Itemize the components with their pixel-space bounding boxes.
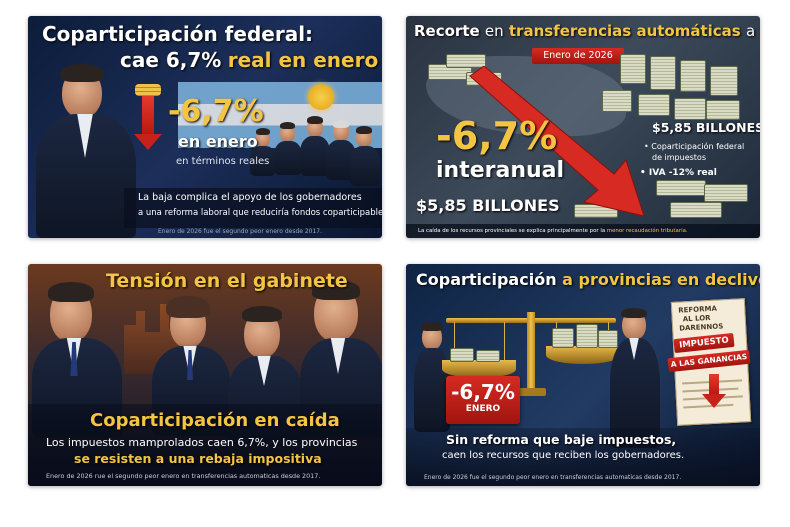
caption-box <box>28 404 382 486</box>
big-percentage: -6,7% <box>451 380 515 404</box>
caption-line2: a una reforma laboral que reduciría fond… <box>138 208 382 218</box>
caption-line1: La baja complica el apoyo de los goberna… <box>138 192 362 203</box>
coin-stack-icon <box>135 84 161 96</box>
body-line2: se resisten a una rebaja impositiva <box>74 451 322 466</box>
infographic-panel-tension-gabinete: Tensión en el gabinete Coparticipación e… <box>28 264 382 486</box>
footnote-bar <box>406 224 760 238</box>
money-stack-icon <box>680 60 706 92</box>
doc-line2: AL LOR <box>682 313 711 324</box>
amount-left: $5,85 BILLONES <box>416 196 560 215</box>
big-percentage-sub2: en términos reales <box>176 156 270 167</box>
body-line1: Sin reforma que baje impuestos, <box>446 432 677 447</box>
money-stack-icon <box>446 54 486 68</box>
footnote-part1: La caída de los recursos provinciales se… <box>418 228 606 234</box>
panel-title: Coparticipación a provincias en declive <box>416 270 760 289</box>
infographic-panel-coparticipacion-declive: Coparticipación a provincias en declive … <box>406 264 760 486</box>
footnote-part2: menor recaudación tributaria. <box>606 228 688 234</box>
body-line1: Los impuestos mamprolados caen 6,7%, y l… <box>46 436 358 449</box>
date-badge: Enero de 2026 <box>532 48 624 64</box>
title-part1: Coparticipación <box>416 270 557 289</box>
bullet1-line1: • Coparticipación federal <box>644 142 745 151</box>
big-percentage: -6,7% <box>168 94 264 129</box>
panel-title: Recorte en transferencias automáticas a … <box>414 22 760 40</box>
big-percentage-label: interanual <box>436 158 565 183</box>
footnote: Enero de 2026 rue el segundo peor enero … <box>46 472 321 480</box>
caption-box <box>406 428 760 486</box>
headline: Coparticipación en caída <box>90 410 340 431</box>
big-percentage: -6,7% <box>436 114 558 158</box>
money-stack-icon <box>450 348 474 362</box>
money-stack-icon <box>650 56 676 90</box>
scale-base <box>516 388 546 396</box>
percentage-badge: -6,7% ENERO <box>446 376 520 424</box>
doc-line3: DARENNOS <box>679 322 724 333</box>
body-line2: caen los recursos que reciben los gobern… <box>442 450 685 461</box>
footnote: Enero de 2026 fue el segundo peor enero … <box>158 228 323 235</box>
money-stack-icon <box>602 90 632 112</box>
title-rest: real en enero <box>227 48 379 72</box>
title-part4: a provincias <box>745 22 760 40</box>
money-stack-icon <box>576 324 598 348</box>
scale-pan-right <box>546 346 620 364</box>
bullet2-text: IVA -12% real <box>648 168 717 178</box>
panel-title-line2: cae 6,7% real en enero <box>120 48 378 72</box>
panel-title: Tensión en el gabinete <box>106 270 348 292</box>
money-stack-icon <box>704 184 748 202</box>
title-part3: transferencias automáticas <box>508 22 741 40</box>
scale-pan-left <box>442 360 516 378</box>
title-part2: a provincias en declive <box>562 270 760 289</box>
panel-title-line1: Coparticipación federal: <box>42 22 314 46</box>
title-part2: en <box>484 22 504 40</box>
scale-post <box>527 312 535 392</box>
money-stack-icon <box>638 94 670 116</box>
bullet2: • IVA -12% real <box>640 168 717 178</box>
big-percentage-sub1: en enero <box>178 132 258 151</box>
money-stack-icon <box>674 98 706 120</box>
money-stack-icon <box>706 100 740 120</box>
money-stack-icon <box>598 330 618 348</box>
money-stack-icon <box>552 328 574 348</box>
title-highlight: cae 6,7% <box>120 48 222 72</box>
big-percentage-label: ENERO <box>465 404 501 414</box>
sun-of-may-icon <box>308 84 334 110</box>
infographic-panel-recorte-transferencias: Recorte en transferencias automáticas a … <box>406 16 760 238</box>
money-stack-icon <box>710 66 738 96</box>
footnote: La caída de los recursos provinciales se… <box>418 228 688 234</box>
caption-box <box>124 188 382 228</box>
money-stack-icon <box>670 202 722 218</box>
footnote: Enero de 2026 fue el segundo peor enero … <box>424 474 682 481</box>
doc-line1: REFORMA <box>678 304 718 315</box>
down-trend-arrow-icon <box>469 66 645 217</box>
money-stack-icon <box>656 180 706 196</box>
bullet1-text: Coparticipación federal <box>651 142 745 151</box>
bullet1-line2: de impuestos <box>652 153 706 162</box>
money-stack-icon <box>476 350 500 362</box>
money-stack-icon <box>620 54 646 84</box>
amount-right: $5,85 BILLONES <box>652 120 760 135</box>
infographic-panel-coparticipacion-federal: Coparticipación federal: cae 6,7% real e… <box>28 16 382 238</box>
title-part1: Recorte <box>414 22 480 40</box>
